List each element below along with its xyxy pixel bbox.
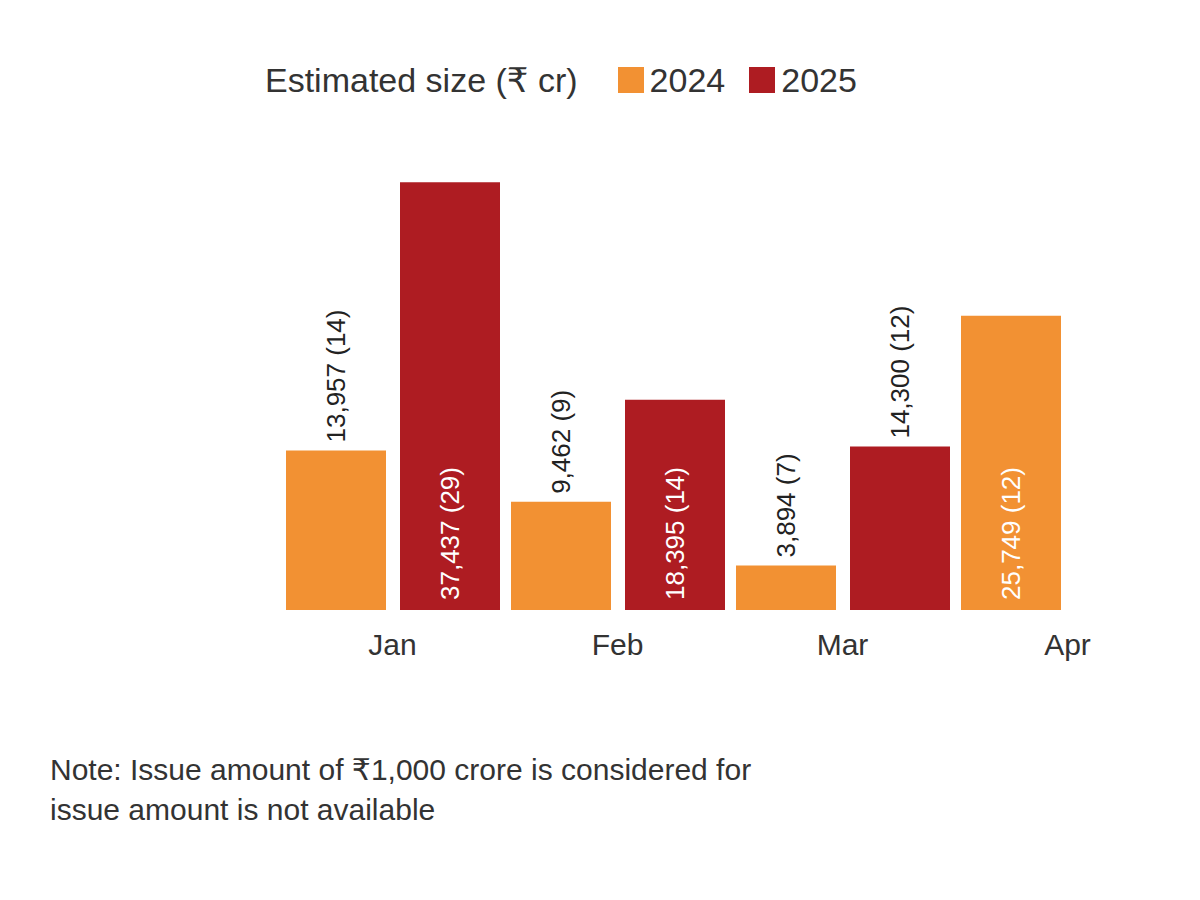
svg-text:13,957 (14): 13,957 (14) [321,310,351,443]
svg-text:Apr: Apr [1044,628,1091,661]
html-text:2024: 2024 [649,60,726,99]
html-text:Note: Issue amount of ₹1,000 c: Note: Issue amount of ₹1,000 crore is co… [50,753,752,786]
html-text:2025: 2025 [781,60,857,99]
svg-text:25,749 (12): 25,749 (12) [996,467,1026,600]
svg-text:37,437 (29): 37,437 (29) [435,467,465,600]
svg-text:Mar: Mar [817,628,869,661]
html-text:issue amount is not available: issue amount is not available [50,793,436,826]
svg-text:14,300 (12): 14,300 (12) [885,306,915,439]
svg-text:Jan: Jan [368,628,416,661]
svg-text:3,894 (7): 3,894 (7) [771,453,801,557]
svg-text:18,395 (14): 18,395 (14) [660,467,690,600]
html-text:Estimated size (₹ cr): Estimated size (₹ cr) [265,61,578,99]
svg-text:Feb: Feb [592,628,644,661]
svg-text:9,462 (9): 9,462 (9) [546,390,576,494]
